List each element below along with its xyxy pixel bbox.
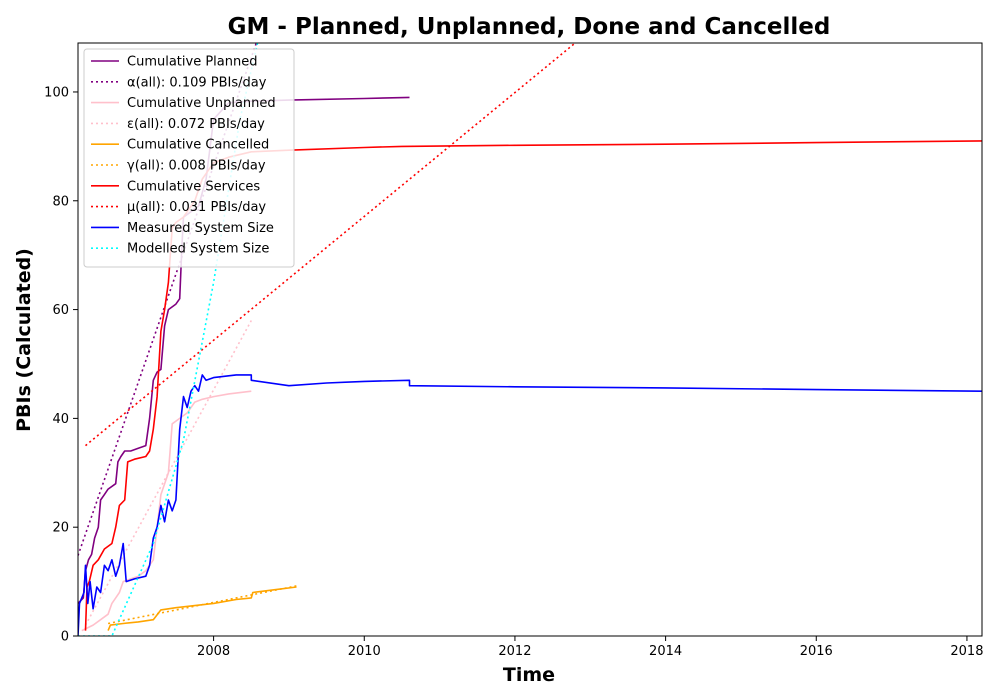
legend-label: Cumulative Services	[127, 179, 260, 194]
legend-label: α(all): 0.109 PBIs/day	[127, 75, 267, 90]
chart-title: GM - Planned, Unplanned, Done and Cancel…	[228, 14, 831, 40]
legend-label: Cumulative Cancelled	[127, 138, 269, 153]
legend-label: γ(all): 0.008 PBIs/day	[127, 159, 266, 174]
legend-label: Cumulative Planned	[127, 55, 257, 70]
y-tick-label: 60	[52, 303, 69, 318]
legend-box	[83, 48, 295, 268]
legend-label: Modelled System Size	[127, 242, 269, 257]
y-tick-label: 100	[44, 85, 69, 100]
series-line-measured-system-size	[78, 374, 982, 636]
series-line-all-0-008-pbis-day	[107, 585, 297, 625]
x-tick-label: 2018	[950, 644, 983, 659]
y-tick-label: 0	[61, 630, 69, 645]
x-tick-label: 2010	[348, 644, 381, 659]
legend-label: Cumulative Unplanned	[127, 96, 276, 111]
x-tick-label: 2016	[800, 644, 833, 659]
x-tick-label: 2008	[197, 644, 230, 659]
legend: Cumulative Planned α(all): 0.109 PBIs/day…	[83, 48, 295, 268]
y-tick-label: 20	[52, 521, 69, 536]
series-line-all-0-031-pbis-day	[84, 43, 576, 447]
series-line-all-0-109-pbis-day	[78, 43, 258, 556]
y-tick-label: 80	[52, 194, 69, 209]
x-axis-label: Time	[503, 664, 555, 686]
y-axis-label: PBIs (Calculated)	[13, 248, 35, 432]
x-tick-label: 2014	[649, 644, 682, 659]
axes: 2008 2010 2012 2014 2016 2018 0 20 40 60 80 100	[44, 42, 983, 659]
legend-label: ε(all): 0.072 PBIs/day	[127, 117, 265, 132]
plot-frame	[77, 42, 983, 637]
x-tick-label: 2012	[498, 644, 531, 659]
series-line-cumulative-cancelled	[107, 586, 297, 631]
y-tick-label: 40	[52, 412, 69, 427]
legend-label: Measured System Size	[127, 221, 274, 236]
legend-label: μ(all): 0.031 PBIs/day	[127, 200, 266, 215]
